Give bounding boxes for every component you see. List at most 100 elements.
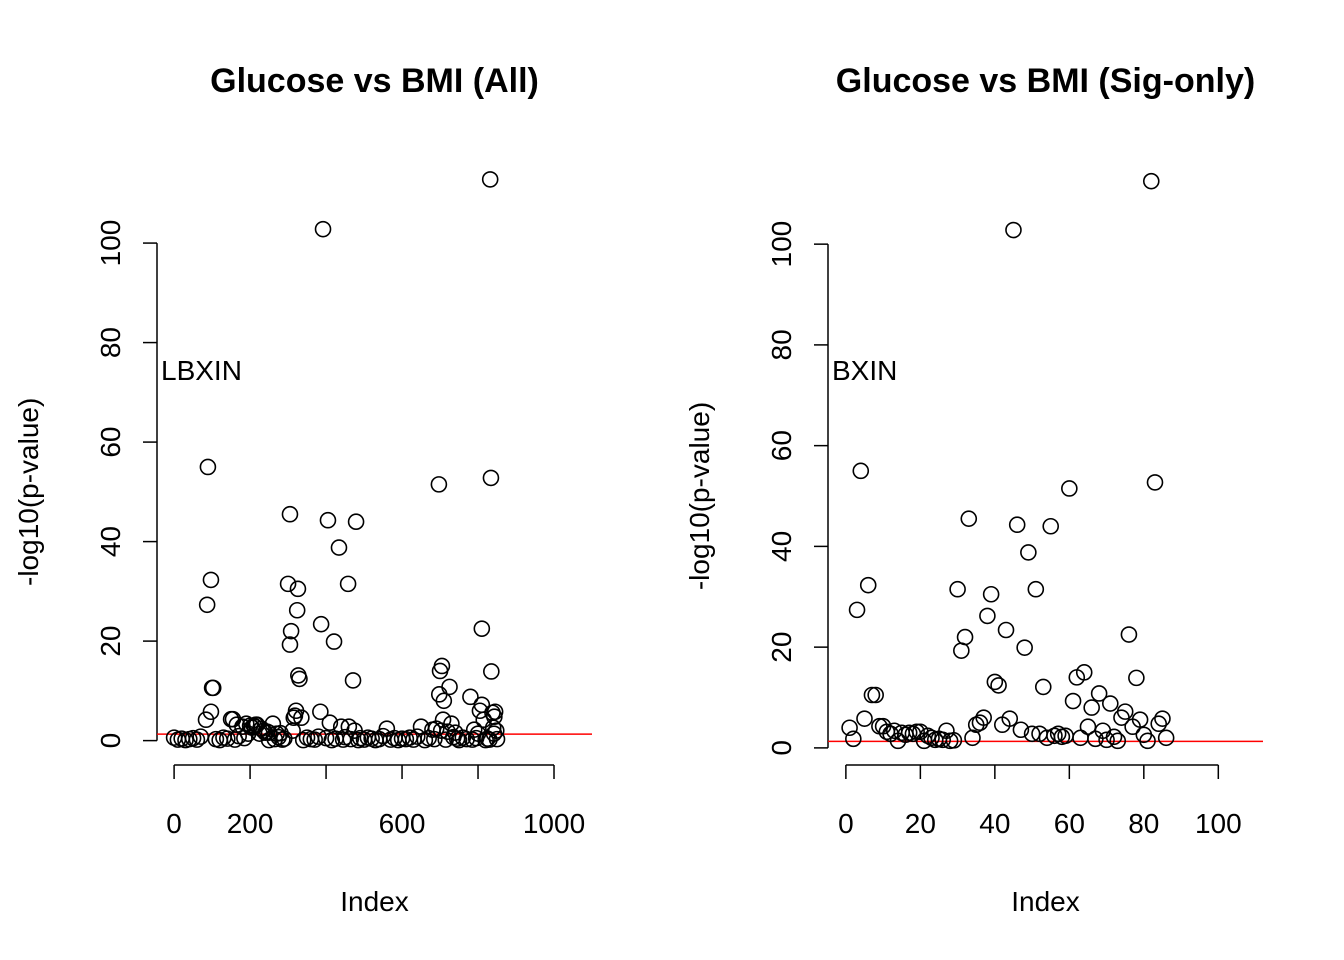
point [1046, 727, 1063, 745]
point [218, 730, 236, 747]
point [426, 730, 443, 748]
point [1139, 732, 1156, 750]
x-axis-label: Index [340, 886, 409, 917]
point [1157, 729, 1175, 747]
point [982, 585, 1000, 603]
point [260, 724, 278, 741]
point [275, 730, 293, 747]
x-tick-label: 20 [905, 808, 936, 839]
point [430, 476, 448, 493]
point [1090, 685, 1108, 702]
x-tick-label: 0 [166, 808, 182, 839]
point [293, 709, 310, 727]
point [197, 711, 215, 729]
point [202, 571, 220, 589]
point [1001, 710, 1019, 727]
point [443, 715, 460, 732]
point [1020, 544, 1037, 561]
point [1109, 732, 1127, 750]
point [1105, 728, 1123, 746]
point [416, 731, 434, 749]
y-tick-label: 20 [95, 626, 126, 657]
point [291, 670, 308, 688]
point [852, 462, 870, 480]
point [1005, 221, 1022, 239]
point [1008, 516, 1026, 534]
point [1154, 710, 1171, 727]
point [330, 539, 348, 556]
chart-title: Glucose vs BMI (All) [210, 62, 539, 100]
point [975, 709, 992, 726]
point [279, 575, 297, 593]
point [1075, 664, 1093, 681]
point [486, 708, 503, 726]
point [986, 673, 1004, 691]
point [458, 730, 475, 748]
point [266, 730, 284, 748]
y-tick-label: 40 [95, 526, 126, 557]
point [859, 576, 877, 594]
point [433, 657, 451, 675]
x-tick-label: 60 [1054, 808, 1085, 839]
point [1064, 692, 1082, 710]
point [347, 513, 365, 530]
point [282, 622, 300, 640]
point [281, 636, 299, 653]
point [1098, 731, 1115, 749]
x-tick-label: 200 [227, 808, 274, 839]
point [481, 171, 499, 188]
chart-title: Glucose vs BMI (Sig-only) [836, 62, 1255, 100]
point [434, 711, 452, 729]
point [845, 730, 862, 748]
x-axis-label: Index [1011, 886, 1080, 917]
point [1146, 474, 1164, 491]
point [312, 615, 330, 633]
x-tick-label: 0 [838, 808, 854, 839]
y-tick-label: 100 [95, 220, 126, 267]
point [281, 505, 299, 523]
point [1083, 699, 1100, 716]
y-tick-label: 80 [95, 327, 126, 358]
point [971, 714, 989, 732]
y-tick-label: 0 [766, 740, 797, 756]
y-tick-label: 0 [95, 733, 126, 749]
point [1150, 715, 1168, 733]
point [1023, 725, 1041, 743]
point [202, 703, 220, 721]
point [294, 731, 312, 749]
point [420, 729, 437, 747]
point [473, 620, 491, 637]
point [198, 596, 216, 614]
point [306, 731, 323, 748]
point [482, 469, 500, 487]
point [856, 710, 873, 727]
point [339, 575, 357, 593]
point [848, 601, 866, 619]
point [450, 731, 468, 749]
x-tick-label: 100 [1195, 808, 1242, 839]
point [953, 642, 970, 659]
point [437, 731, 455, 748]
point [1012, 721, 1030, 739]
point [288, 601, 306, 619]
point [1034, 678, 1052, 696]
point [312, 703, 329, 721]
point [1079, 718, 1097, 736]
point [960, 510, 978, 527]
point [374, 727, 392, 745]
point [188, 731, 206, 748]
x-tick-label: 1000 [523, 808, 585, 839]
point [1131, 711, 1149, 728]
point [1142, 172, 1160, 190]
point [867, 686, 884, 704]
point [204, 679, 222, 697]
point [945, 732, 963, 749]
point [321, 714, 339, 731]
point [408, 728, 426, 745]
y-axis-label: -log10(p-value) [684, 402, 715, 590]
point [481, 731, 498, 748]
point [462, 688, 479, 706]
point [483, 663, 500, 680]
point [488, 730, 506, 748]
point [325, 633, 343, 650]
